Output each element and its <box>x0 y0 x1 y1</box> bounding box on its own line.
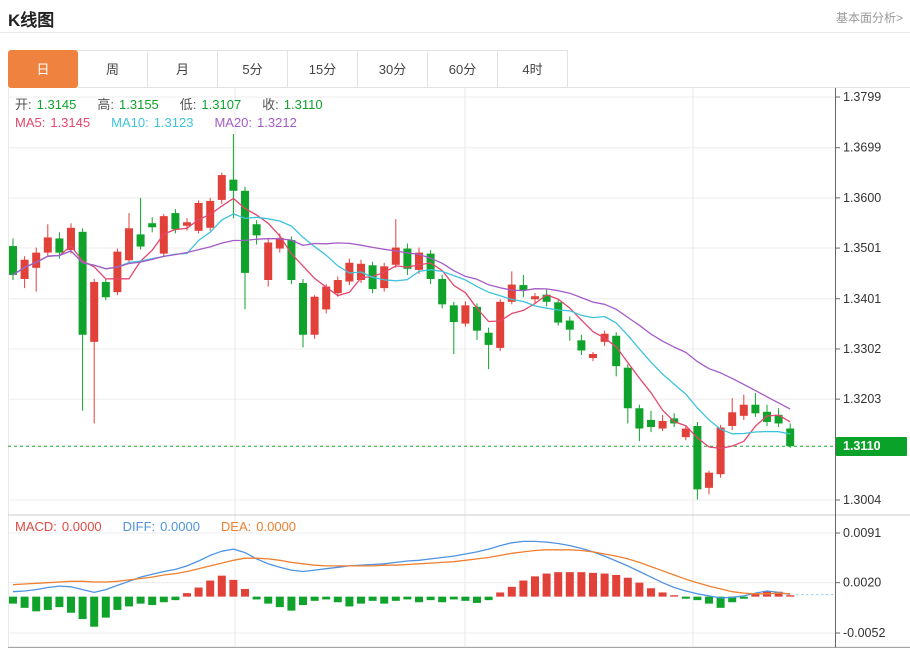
svg-text:-0.0052: -0.0052 <box>843 626 885 640</box>
kline-chart[interactable]: 1.3799 1.3699 1.3600 1.3501 1.3401 1.3302 1.32… <box>8 88 910 648</box>
svg-text:1.3203: 1.3203 <box>843 392 881 406</box>
svg-text:1.3004: 1.3004 <box>843 493 881 507</box>
price-axis: 1.3799 1.3699 1.3600 1.3501 1.3401 1.3302 1.32… <box>835 88 885 648</box>
svg-text:1.3401: 1.3401 <box>843 292 881 306</box>
ma20-line <box>12 238 791 410</box>
diff-line <box>12 540 791 599</box>
ma5-line <box>12 197 791 449</box>
interval-tab-4时[interactable]: 4时 <box>498 50 568 88</box>
interval-tabbar: 日周月 5分 15分 30分 60分 4时 <box>8 50 910 88</box>
svg-text:0.0091: 0.0091 <box>843 526 881 540</box>
svg-text:1.3501: 1.3501 <box>843 241 881 255</box>
svg-text:1.3699: 1.3699 <box>843 141 881 155</box>
macd-histogram <box>9 572 795 627</box>
interval-tab-周[interactable]: 周 <box>78 50 148 88</box>
svg-text:1.3302: 1.3302 <box>843 342 881 356</box>
interval-tab-5分[interactable]: 5分 <box>218 50 288 88</box>
panel-frame <box>8 514 910 648</box>
interval-tab-30分[interactable]: 30分 <box>358 50 428 88</box>
interval-tab-15分[interactable]: 15分 <box>288 50 358 88</box>
kline-chart-canvas[interactable]: 1.3799 1.3699 1.3600 1.3501 1.3401 1.3302 1.32… <box>8 88 910 648</box>
last-price-tag: 1.3110 <box>836 437 907 456</box>
interval-tab-日[interactable]: 日 <box>8 50 78 88</box>
svg-text:1.3600: 1.3600 <box>843 191 881 205</box>
svg-text:0.0020: 0.0020 <box>843 576 881 590</box>
interval-tab-月[interactable]: 月 <box>148 50 218 88</box>
ma10-line <box>12 213 791 435</box>
svg-text:1.3799: 1.3799 <box>843 90 881 104</box>
fundamental-analysis-link[interactable]: 基本面分析> <box>835 11 903 25</box>
interval-tab-60分[interactable]: 60分 <box>428 50 498 88</box>
tabbar-filler <box>568 50 910 88</box>
dea-line <box>12 549 791 595</box>
page-header: K线图 基本面分析> <box>0 0 910 33</box>
page-title: K线图 <box>8 11 55 30</box>
candlestick-series <box>9 134 795 500</box>
